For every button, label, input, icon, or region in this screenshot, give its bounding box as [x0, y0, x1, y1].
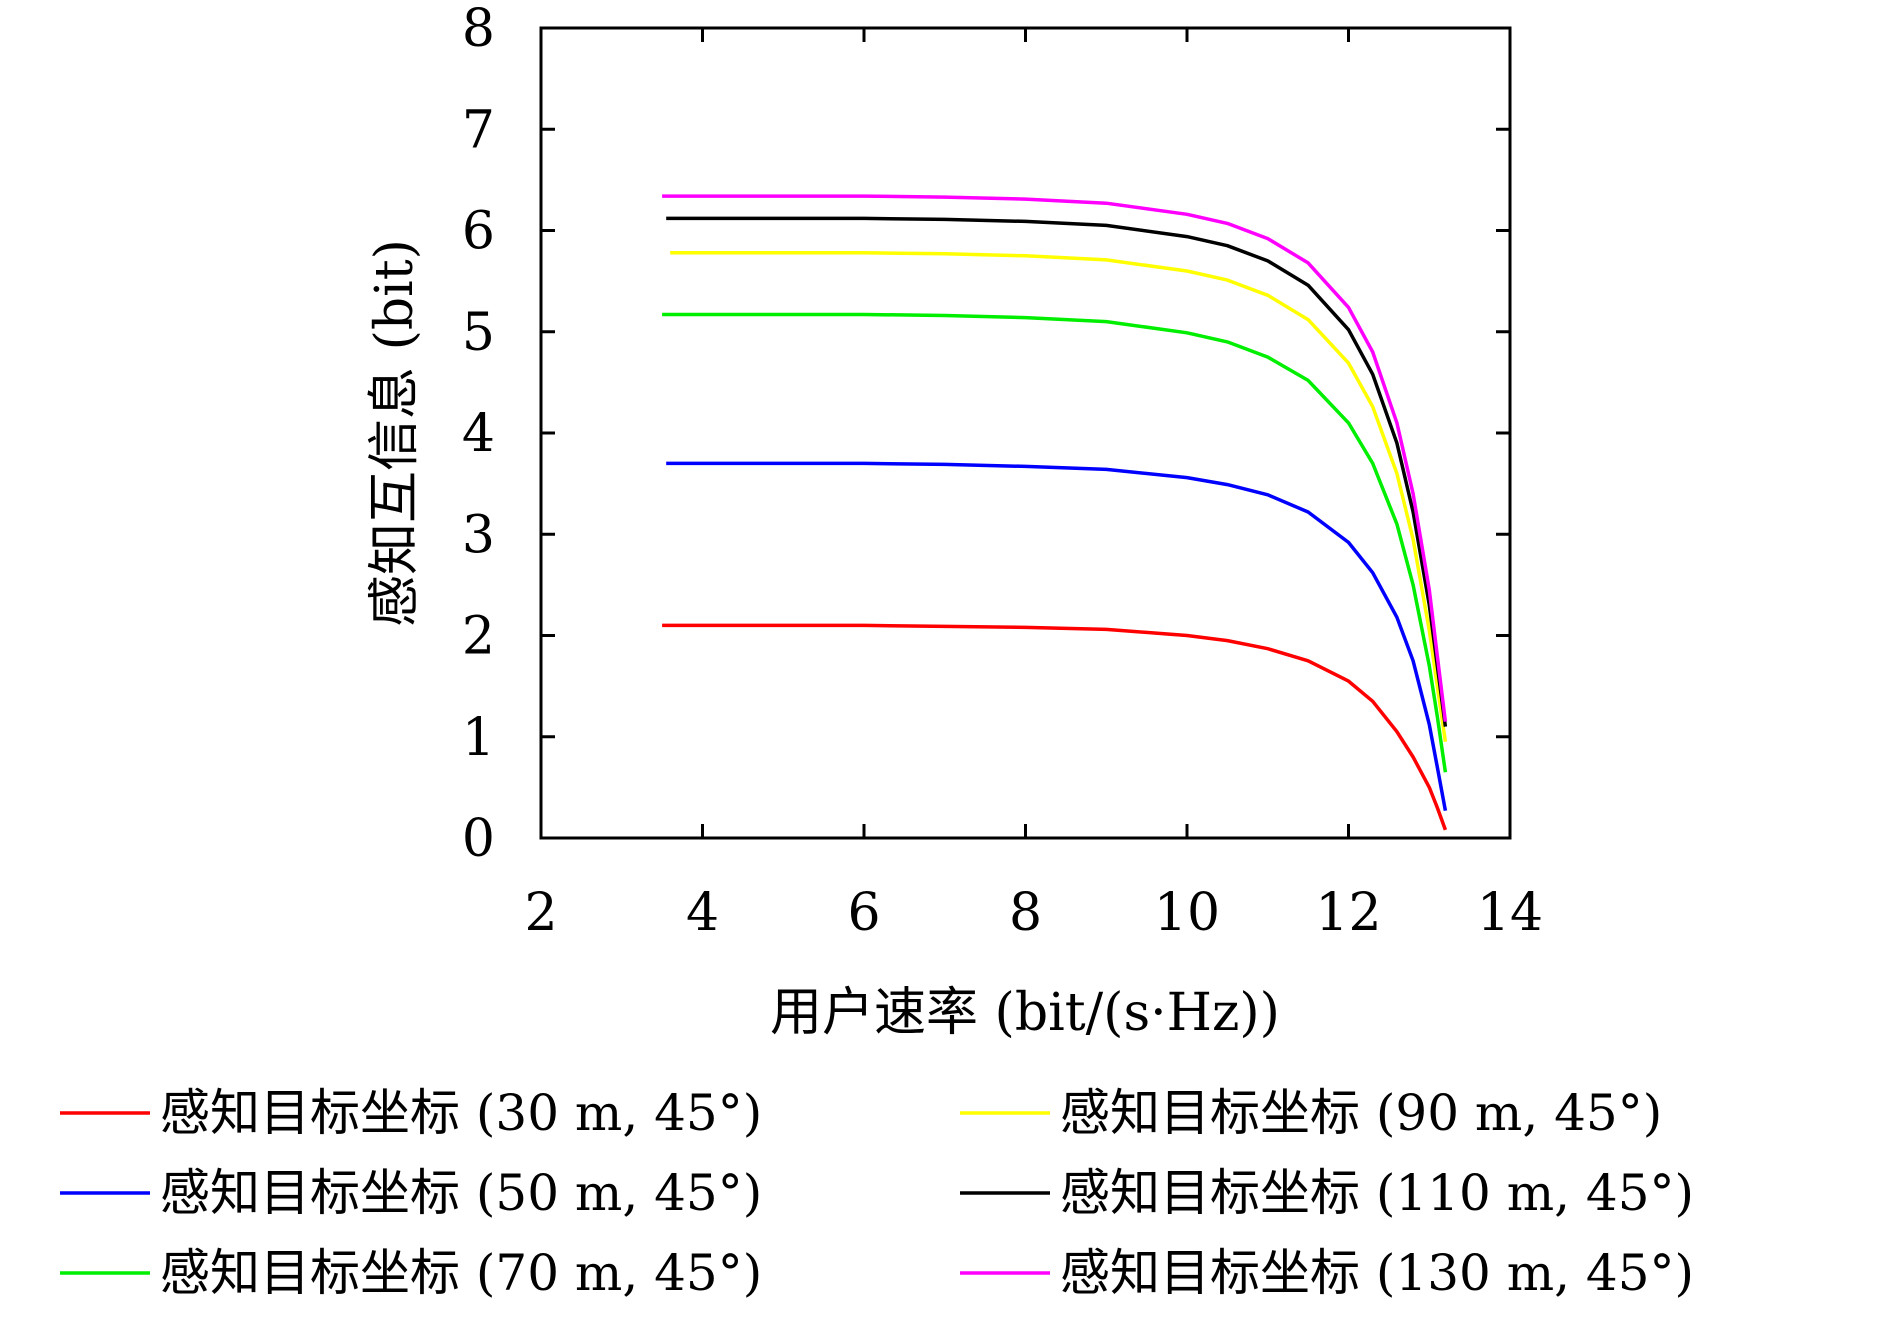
- series-line-1: [666, 461, 1448, 812]
- y-tick-label-2: 2: [462, 607, 495, 667]
- y-axis-title: 感知互信息 (bit): [365, 239, 425, 627]
- y-tick-label-3: 3: [462, 505, 495, 565]
- legend-label-1: 感知目标坐标 (50 m, 45°): [160, 1164, 762, 1222]
- y-tick-label-7: 7: [462, 100, 495, 160]
- plot-frame: [539, 26, 1512, 840]
- y-tick-label-1: 1: [462, 708, 495, 768]
- series-line-4: [666, 216, 1448, 727]
- legend-label-3: 感知目标坐标 (90 m, 45°): [1060, 1084, 1662, 1142]
- x-tick-label-4: 10: [1154, 883, 1220, 943]
- x-tick-label-3: 8: [1009, 883, 1042, 943]
- series-line-3: [670, 251, 1448, 743]
- x-tick-label-5: 12: [1315, 883, 1381, 943]
- x-tick-label-1: 4: [686, 883, 719, 943]
- y-tick-label-5: 5: [462, 303, 495, 363]
- y-tick-label-0: 0: [462, 809, 495, 869]
- y-tick-label-6: 6: [462, 202, 495, 262]
- legend-label-5: 感知目标坐标 (130 m, 45°): [1060, 1244, 1694, 1302]
- legend: 感知目标坐标 (30 m, 45°) 感知目标坐标 (50 m, 45°) 感知目标…: [60, 1084, 1694, 1302]
- y-tick-label-4: 4: [462, 404, 495, 464]
- series-line-5: [662, 194, 1448, 722]
- series-line-2: [662, 312, 1448, 773]
- plot-area: [539, 26, 1512, 840]
- legend-label-0: 感知目标坐标 (30 m, 45°): [160, 1084, 762, 1142]
- x-tick-label-6: 14: [1477, 883, 1543, 943]
- legend-label-4: 感知目标坐标 (110 m, 45°): [1060, 1164, 1694, 1222]
- x-tick-label-2: 6: [847, 883, 880, 943]
- legend-label-2: 感知目标坐标 (70 m, 45°): [160, 1244, 762, 1302]
- x-axis-title: 用户速率 (bit/(s·Hz)): [770, 983, 1280, 1043]
- axis-ticks: [539, 26, 1512, 840]
- series-lines: [662, 194, 1448, 831]
- x-tick-label-0: 2: [524, 883, 557, 943]
- y-tick-label-8: 8: [462, 0, 495, 59]
- series-line-0: [662, 623, 1448, 831]
